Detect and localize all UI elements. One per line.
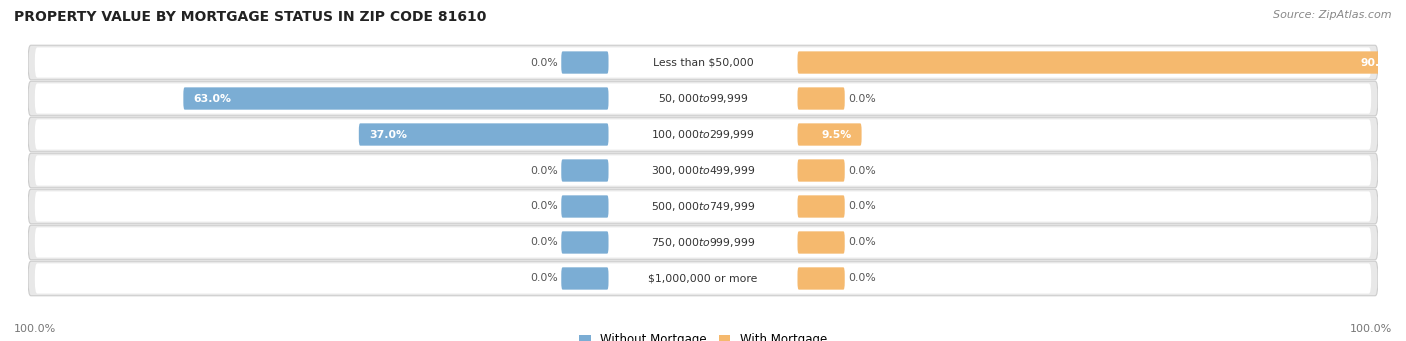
FancyBboxPatch shape [797, 159, 845, 182]
FancyBboxPatch shape [797, 231, 845, 254]
Text: 0.0%: 0.0% [848, 93, 876, 104]
Text: 9.5%: 9.5% [821, 130, 852, 139]
Text: $500,000 to $749,999: $500,000 to $749,999 [651, 200, 755, 213]
FancyBboxPatch shape [28, 117, 1378, 152]
Text: 0.0%: 0.0% [530, 58, 558, 68]
FancyBboxPatch shape [797, 87, 845, 110]
FancyBboxPatch shape [359, 123, 609, 146]
Text: 0.0%: 0.0% [848, 237, 876, 248]
FancyBboxPatch shape [561, 159, 609, 182]
Text: 0.0%: 0.0% [530, 237, 558, 248]
Text: 0.0%: 0.0% [848, 202, 876, 211]
Text: Less than $50,000: Less than $50,000 [652, 58, 754, 68]
Text: PROPERTY VALUE BY MORTGAGE STATUS IN ZIP CODE 81610: PROPERTY VALUE BY MORTGAGE STATUS IN ZIP… [14, 10, 486, 24]
FancyBboxPatch shape [28, 225, 1378, 260]
FancyBboxPatch shape [797, 267, 845, 290]
Text: 90.5%: 90.5% [1361, 58, 1398, 68]
FancyBboxPatch shape [797, 195, 845, 218]
FancyBboxPatch shape [35, 191, 1371, 222]
FancyBboxPatch shape [28, 153, 1378, 188]
Text: 0.0%: 0.0% [530, 273, 558, 283]
FancyBboxPatch shape [561, 195, 609, 218]
Text: 37.0%: 37.0% [368, 130, 406, 139]
Text: 0.0%: 0.0% [848, 273, 876, 283]
Text: 0.0%: 0.0% [530, 202, 558, 211]
Text: 63.0%: 63.0% [194, 93, 232, 104]
Text: Source: ZipAtlas.com: Source: ZipAtlas.com [1274, 10, 1392, 20]
Text: 100.0%: 100.0% [14, 324, 56, 334]
Text: $100,000 to $299,999: $100,000 to $299,999 [651, 128, 755, 141]
Text: $1,000,000 or more: $1,000,000 or more [648, 273, 758, 283]
FancyBboxPatch shape [35, 263, 1371, 294]
FancyBboxPatch shape [35, 47, 1371, 78]
Text: $50,000 to $99,999: $50,000 to $99,999 [658, 92, 748, 105]
Text: 0.0%: 0.0% [848, 165, 876, 176]
FancyBboxPatch shape [35, 227, 1371, 257]
FancyBboxPatch shape [561, 267, 609, 290]
FancyBboxPatch shape [28, 81, 1378, 116]
FancyBboxPatch shape [797, 51, 1406, 74]
FancyBboxPatch shape [28, 261, 1378, 296]
Text: 100.0%: 100.0% [1350, 324, 1392, 334]
FancyBboxPatch shape [797, 123, 862, 146]
Text: $750,000 to $999,999: $750,000 to $999,999 [651, 236, 755, 249]
FancyBboxPatch shape [28, 45, 1378, 80]
FancyBboxPatch shape [35, 119, 1371, 150]
FancyBboxPatch shape [28, 189, 1378, 224]
Text: $300,000 to $499,999: $300,000 to $499,999 [651, 164, 755, 177]
Legend: Without Mortgage, With Mortgage: Without Mortgage, With Mortgage [574, 329, 832, 341]
FancyBboxPatch shape [561, 51, 609, 74]
FancyBboxPatch shape [35, 84, 1371, 114]
FancyBboxPatch shape [183, 87, 609, 110]
FancyBboxPatch shape [561, 231, 609, 254]
Text: 0.0%: 0.0% [530, 165, 558, 176]
FancyBboxPatch shape [35, 155, 1371, 186]
